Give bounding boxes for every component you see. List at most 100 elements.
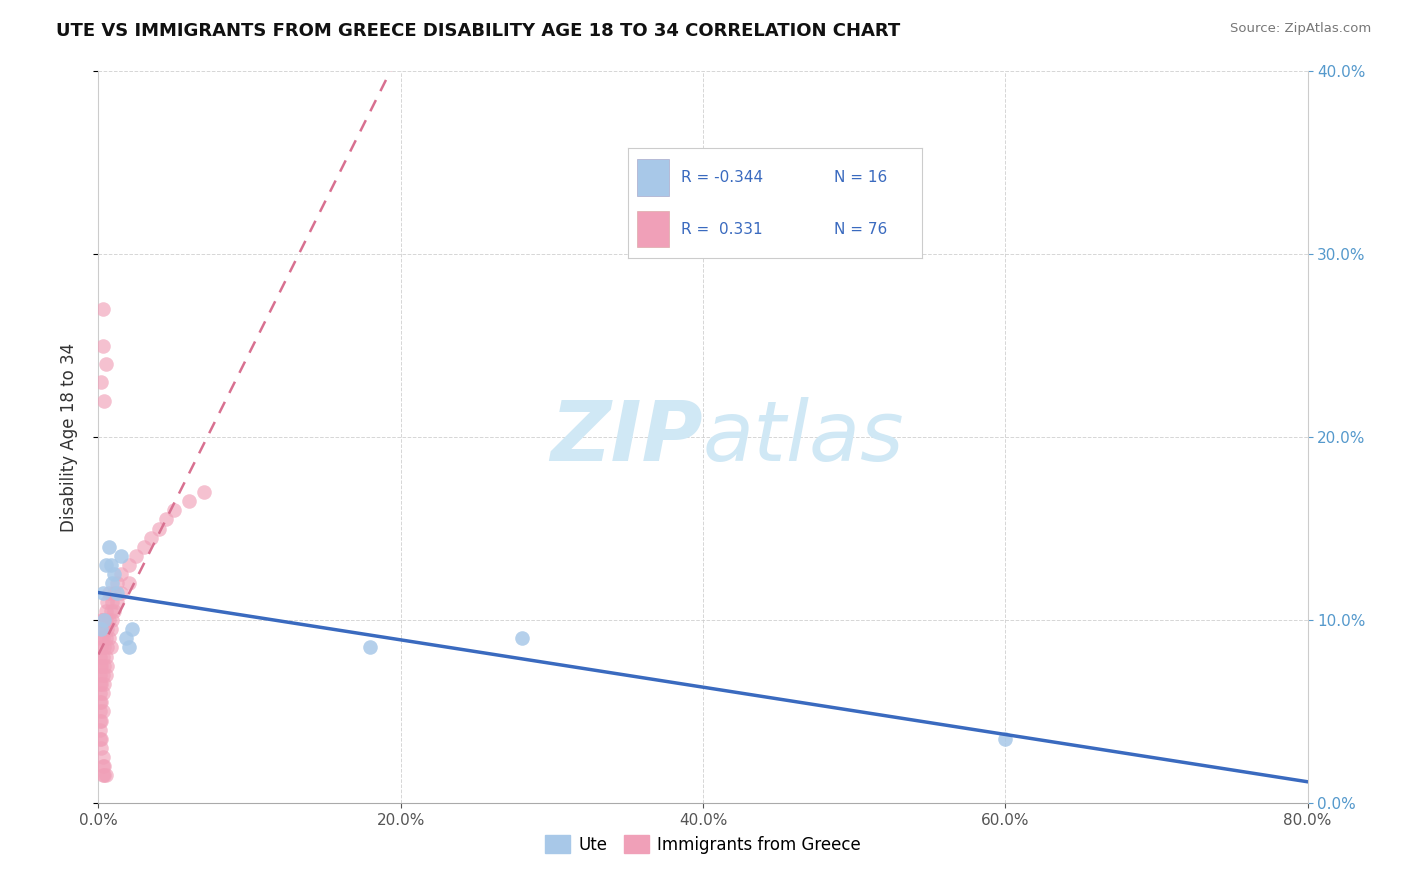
Point bbox=[96, 658, 118, 673]
Point bbox=[163, 503, 186, 517]
Point bbox=[89, 686, 111, 700]
Point bbox=[91, 667, 114, 681]
Point bbox=[91, 768, 114, 782]
Bar bbox=[637, 211, 669, 247]
Bar bbox=[637, 160, 669, 195]
Point bbox=[360, 640, 382, 655]
Point bbox=[91, 338, 114, 352]
Point bbox=[91, 759, 114, 773]
Text: R = -0.344: R = -0.344 bbox=[681, 170, 763, 186]
Point bbox=[89, 714, 111, 728]
Point bbox=[110, 567, 132, 582]
Point bbox=[93, 622, 115, 636]
Point bbox=[125, 549, 148, 563]
Point bbox=[94, 558, 117, 573]
Point bbox=[179, 494, 201, 508]
Point bbox=[93, 658, 115, 673]
Point bbox=[91, 613, 114, 627]
Point bbox=[100, 604, 122, 618]
Point bbox=[110, 549, 132, 563]
Text: ZIP: ZIP bbox=[550, 397, 703, 477]
Point bbox=[93, 768, 115, 782]
Point bbox=[118, 640, 141, 655]
Legend: Ute, Immigrants from Greece: Ute, Immigrants from Greece bbox=[538, 829, 868, 860]
Point bbox=[91, 686, 114, 700]
Point bbox=[90, 714, 112, 728]
Point bbox=[93, 393, 115, 408]
Point bbox=[90, 740, 112, 755]
Point bbox=[94, 768, 117, 782]
Point bbox=[100, 622, 122, 636]
Point bbox=[94, 613, 117, 627]
Y-axis label: Disability Age 18 to 34: Disability Age 18 to 34 bbox=[59, 343, 77, 532]
Point bbox=[121, 622, 143, 636]
Point bbox=[98, 613, 121, 627]
Point bbox=[90, 632, 112, 646]
Point bbox=[100, 558, 122, 573]
Point bbox=[98, 540, 121, 554]
Point bbox=[91, 750, 114, 764]
Point bbox=[114, 632, 136, 646]
Point bbox=[100, 640, 122, 655]
Point bbox=[89, 677, 111, 691]
Point bbox=[90, 731, 112, 746]
Point bbox=[105, 594, 128, 608]
Point bbox=[89, 731, 111, 746]
Point bbox=[193, 485, 215, 500]
Point bbox=[89, 658, 111, 673]
Point bbox=[90, 695, 112, 709]
Point bbox=[118, 576, 141, 591]
Point bbox=[91, 632, 114, 646]
Point bbox=[91, 585, 114, 599]
Point bbox=[148, 521, 170, 535]
Point bbox=[105, 576, 128, 591]
Point bbox=[90, 613, 112, 627]
Point bbox=[94, 604, 117, 618]
Point bbox=[94, 632, 117, 646]
Point bbox=[98, 585, 121, 599]
Point bbox=[90, 622, 112, 636]
Point bbox=[89, 723, 111, 737]
Point bbox=[94, 649, 117, 664]
Point bbox=[101, 613, 124, 627]
Point bbox=[101, 576, 124, 591]
Point bbox=[105, 585, 128, 599]
Point bbox=[132, 540, 155, 554]
Point bbox=[96, 594, 118, 608]
Point bbox=[90, 622, 112, 636]
Text: N = 16: N = 16 bbox=[834, 170, 887, 186]
Text: N = 76: N = 76 bbox=[834, 221, 887, 236]
Point bbox=[93, 613, 115, 627]
Point bbox=[141, 531, 163, 545]
Point bbox=[101, 594, 124, 608]
Point bbox=[89, 705, 111, 719]
Point bbox=[994, 731, 1017, 746]
Point bbox=[90, 375, 112, 389]
Point bbox=[94, 667, 117, 681]
Text: UTE VS IMMIGRANTS FROM GREECE DISABILITY AGE 18 TO 34 CORRELATION CHART: UTE VS IMMIGRANTS FROM GREECE DISABILITY… bbox=[56, 22, 900, 40]
Point bbox=[103, 567, 125, 582]
Point bbox=[93, 759, 115, 773]
Point bbox=[103, 604, 125, 618]
Point bbox=[91, 705, 114, 719]
Point bbox=[93, 613, 115, 627]
Point bbox=[89, 695, 111, 709]
Point bbox=[91, 622, 114, 636]
Point bbox=[91, 649, 114, 664]
Point bbox=[94, 357, 117, 371]
Point bbox=[103, 585, 125, 599]
Point bbox=[93, 677, 115, 691]
Text: atlas: atlas bbox=[703, 397, 904, 477]
Point bbox=[510, 632, 533, 646]
Point bbox=[118, 558, 141, 573]
Point bbox=[90, 640, 112, 655]
Point bbox=[89, 649, 111, 664]
Point bbox=[90, 677, 112, 691]
Point bbox=[110, 585, 132, 599]
Point bbox=[98, 632, 121, 646]
Point bbox=[89, 667, 111, 681]
Text: R =  0.331: R = 0.331 bbox=[681, 221, 762, 236]
Point bbox=[96, 640, 118, 655]
Point bbox=[155, 512, 177, 526]
Point bbox=[90, 658, 112, 673]
